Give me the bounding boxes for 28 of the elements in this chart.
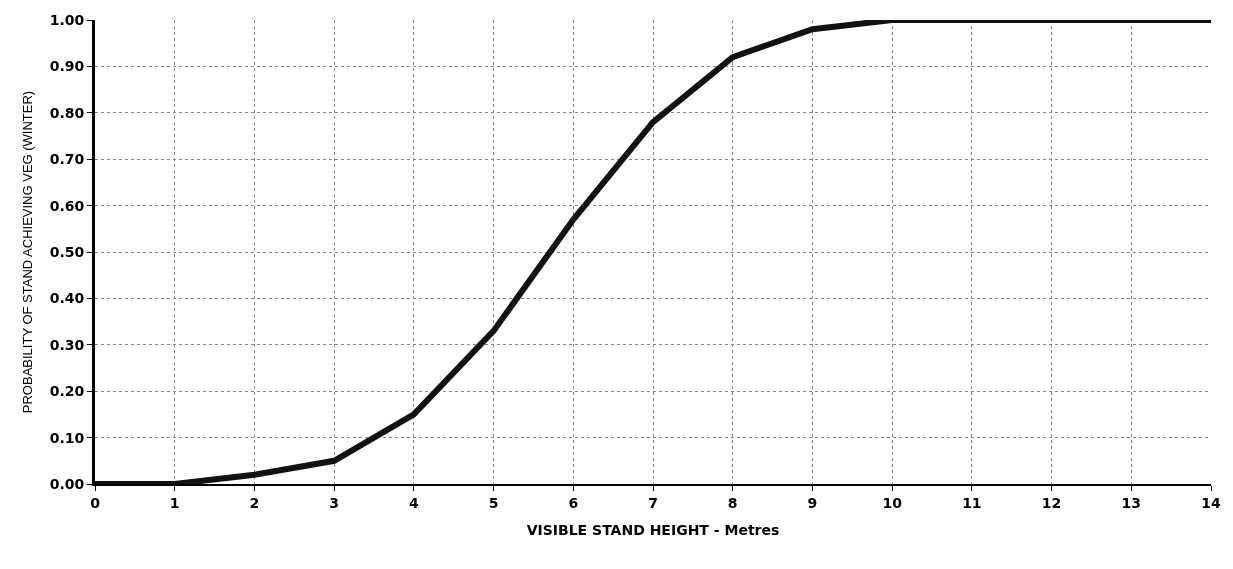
x-tick-label: 12 xyxy=(1041,494,1062,511)
x-tick-label: 10 xyxy=(882,494,903,511)
y-tick-label: 1.00 xyxy=(49,11,85,28)
y-tick-label: 0.10 xyxy=(49,429,85,446)
y-tick-label: 0.60 xyxy=(49,197,85,214)
x-tick-label: 11 xyxy=(962,494,982,511)
y-tick-label: 0.80 xyxy=(49,104,85,121)
x-tick-label: 1 xyxy=(169,494,180,511)
y-tick-label: 0.70 xyxy=(49,151,85,168)
y-tick-label: 0.20 xyxy=(49,383,85,400)
x-tick-label: 3 xyxy=(329,494,340,511)
x-tick-label: 2 xyxy=(249,494,260,511)
x-tick-label: 9 xyxy=(807,494,818,511)
x-tick-label: 4 xyxy=(408,494,419,511)
y-tick-label: 0.90 xyxy=(49,58,85,75)
y-tick-label: 0.40 xyxy=(49,290,85,307)
y-tick-label: 0.30 xyxy=(49,336,85,353)
x-tick-label: 0 xyxy=(90,494,101,511)
x-tick-label: 8 xyxy=(727,494,738,511)
y-axis-title: PROBABILITY OF STAND ACHIEVING VEG (WINTER) xyxy=(19,90,35,414)
x-tick-label: 6 xyxy=(568,494,579,511)
x-tick-label: 7 xyxy=(648,494,658,511)
x-axis-title: VISIBLE STAND HEIGHT - Metres xyxy=(526,521,780,538)
y-tick-label: 0.00 xyxy=(49,475,85,492)
x-tick-label: 14 xyxy=(1201,494,1221,511)
x-tick-label: 5 xyxy=(488,494,499,511)
x-tick-label: 13 xyxy=(1121,494,1142,511)
y-tick-label: 0.50 xyxy=(49,243,85,260)
